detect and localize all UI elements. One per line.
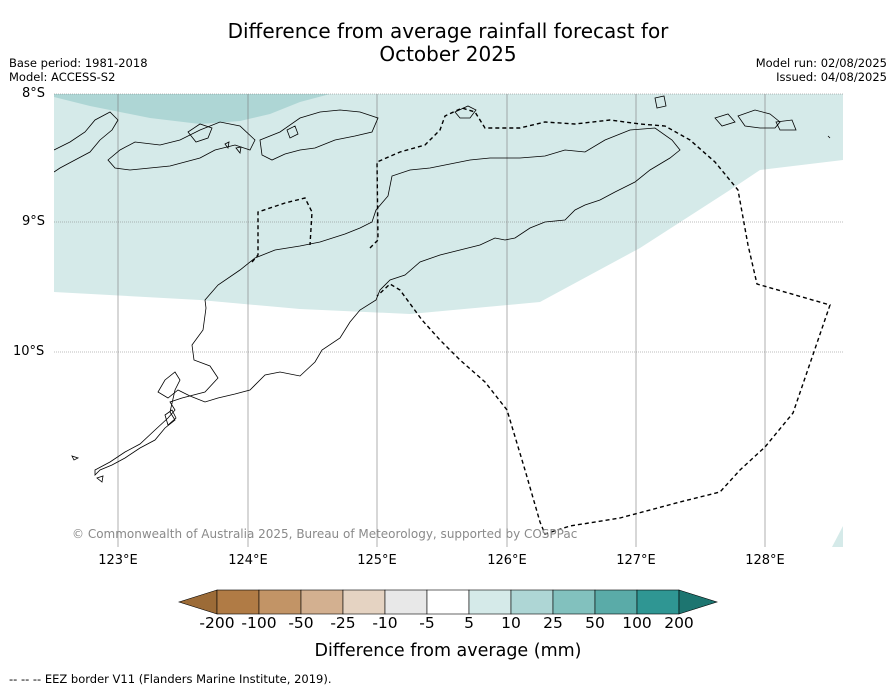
colorbar-segment [468, 589, 512, 615]
islet-2 [235, 146, 242, 154]
colorbar-tick-label: 100 [622, 614, 652, 632]
islet-5 [827, 135, 831, 139]
colorbar-segment [342, 589, 386, 615]
colorbar-segment [510, 589, 554, 615]
title-line-1: Difference from average rainfall forecas… [227, 19, 669, 43]
colorbar-segment [636, 589, 680, 615]
colorbar-extend-low [178, 589, 218, 615]
islet-4 [96, 475, 104, 483]
base-period: Base period: 1981-2018 [9, 56, 148, 70]
anomaly-region-corner [832, 526, 843, 547]
flores-coastline [54, 111, 119, 173]
model-run: Model run: 02/08/2025 [755, 56, 887, 70]
kisar-coastline [654, 95, 667, 109]
colorbar-tick-label: -50 [288, 614, 314, 632]
anomaly-region-10-25 [54, 94, 330, 124]
lat-label-9s: 9°S [22, 214, 46, 229]
colorbar-tick-label: 200 [664, 614, 694, 632]
leti-coastline [714, 113, 736, 127]
lakor-coastline [775, 119, 797, 131]
lon-label-128e: 128°E [745, 553, 785, 568]
pantar-coastline [187, 123, 213, 143]
colorbar-tick-label: 50 [585, 614, 605, 632]
colorbar-extend-high [678, 589, 718, 615]
colorbar-tick-label: -200 [199, 614, 235, 632]
map-layers [54, 94, 843, 547]
colorbar [178, 589, 718, 615]
colorbar-tick-label: -5 [419, 614, 435, 632]
timor-coastline [94, 127, 681, 476]
coastlines [54, 95, 831, 483]
colorbar-tick-label: -25 [330, 614, 356, 632]
colorbar-tick-label: -10 [372, 614, 398, 632]
colorbar-segment [552, 589, 596, 615]
atauro-coastline [286, 125, 299, 139]
colorbar-segment [384, 589, 428, 615]
colorbar-segment [594, 589, 638, 615]
lon-label-126e: 126°E [487, 553, 527, 568]
copyright-text: © Commonwealth of Australia 2025, Bureau… [72, 527, 578, 541]
lon-label-124e: 124°E [228, 553, 268, 568]
meta-right: Model run: 02/08/2025 Issued: 04/08/2025 [756, 56, 887, 84]
eez-border [251, 107, 831, 535]
model-name: Model: ACCESS-S2 [9, 70, 116, 84]
islet-3 [71, 455, 80, 461]
map-title: Difference from average rainfall forecas… [0, 20, 896, 66]
meta-left: Base period: 1981-2018 Model: ACCESS-S2 [9, 56, 148, 84]
colorbar-tick-label: -100 [241, 614, 277, 632]
rote-coastline [164, 409, 177, 426]
lat-label-8s: 8°S [22, 86, 46, 101]
colorbar-tick-label: 5 [464, 614, 474, 632]
lon-label-123e: 123°E [98, 553, 138, 568]
colorbar-segments [178, 589, 718, 615]
colorbar-segment [426, 589, 470, 615]
wetar-west-coastline [259, 109, 379, 161]
footer-eez-note: -- -- -- EEZ border V11 (Flanders Marine… [9, 672, 332, 686]
issued-date: Issued: 04/08/2025 [776, 70, 887, 84]
wetar-east-coastline [454, 105, 477, 119]
colorbar-title: Difference from average (mm) [314, 641, 582, 661]
colorbar-segment [216, 589, 260, 615]
lat-label-10s: 10°S [13, 344, 45, 359]
lon-label-127e: 127°E [616, 553, 656, 568]
colorbar-segment [258, 589, 302, 615]
lon-label-125e: 125°E [357, 553, 397, 568]
graticule [54, 93, 843, 547]
islet-1 [224, 141, 230, 149]
anomaly-region-5-10 [54, 94, 843, 314]
title-line-2: October 2025 [379, 42, 517, 66]
colorbar-tick-label: 10 [501, 614, 521, 632]
colorbar-tick-label: 25 [543, 614, 563, 632]
colorbar-segment [300, 589, 344, 615]
alor-island-coastline [107, 121, 256, 171]
